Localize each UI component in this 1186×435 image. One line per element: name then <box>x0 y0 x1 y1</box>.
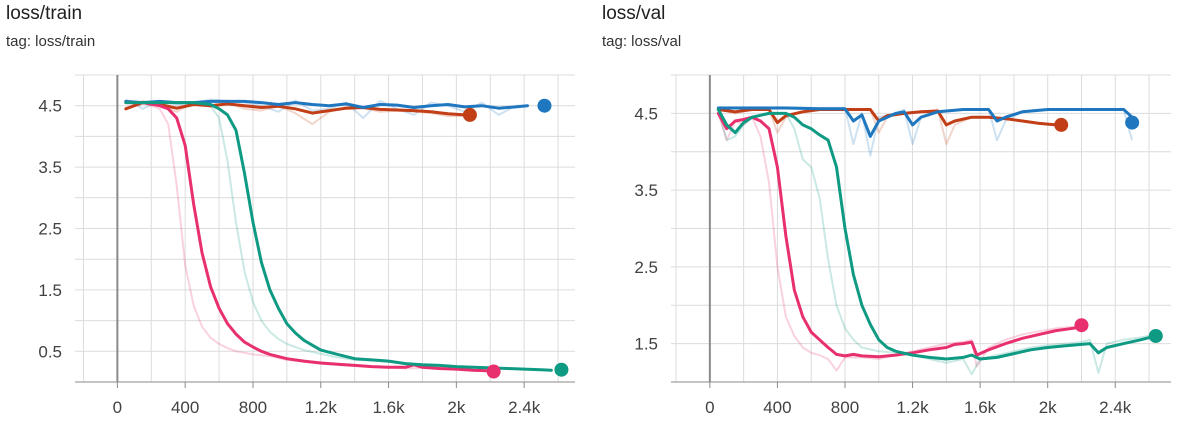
series-end-marker[interactable] <box>1148 328 1163 343</box>
x-tick-label: 800 <box>831 398 859 417</box>
series-end-marker[interactable] <box>1074 318 1089 333</box>
series-line[interactable] <box>124 101 492 373</box>
series-raw-line <box>717 109 1156 376</box>
x-tick-label: 1.2k <box>305 398 338 417</box>
chart-title: loss/train <box>6 3 83 24</box>
y-tick-label: 4.5 <box>634 104 658 123</box>
chart-tag-label: tag: loss/train <box>6 33 96 50</box>
series-end-marker[interactable] <box>537 98 552 113</box>
series-line[interactable] <box>716 108 1158 361</box>
series-line[interactable] <box>124 101 553 372</box>
y-tick-label: 2.5 <box>634 258 658 277</box>
series-end-marker[interactable] <box>1125 115 1140 130</box>
loss-train-chart[interactable]: 0 400 800 1.2k 1.6k 2k 2.4k 0.5 1.5 2.5 3.5 4.5 <box>0 0 590 435</box>
x-tick-label: 2.4k <box>508 398 541 417</box>
x-tick-label: 800 <box>239 398 267 417</box>
chart-title: loss/val <box>602 3 666 24</box>
grid <box>75 74 575 383</box>
x-tick-label: 0 <box>113 398 122 417</box>
y-tick-label: 0.5 <box>38 342 62 361</box>
y-tick-label: 4.5 <box>38 97 62 116</box>
series-end-marker[interactable] <box>486 364 501 379</box>
chart-tag-label: tag: loss/val <box>602 33 682 50</box>
loss-val-chart[interactable]: 0 400 800 1.2k 1.6k 2k 2.4k 1.5 2.5 3.5 4.5 <box>596 0 1186 435</box>
x-tick-label: 1.2k <box>896 398 929 417</box>
y-tick-label: 1.5 <box>38 281 62 300</box>
series-line[interactable] <box>716 106 1134 138</box>
x-tick-label: 400 <box>763 398 791 417</box>
series-end-marker[interactable] <box>1054 117 1069 132</box>
x-tick-label: 1.6k <box>372 398 405 417</box>
x-tick-label: 2k <box>1039 398 1057 417</box>
x-tick-label: 400 <box>171 398 199 417</box>
x-tick-label: 2k <box>447 398 465 417</box>
x-tick-label: 0 <box>705 398 714 417</box>
y-tick-label: 3.5 <box>634 181 658 200</box>
series-group <box>124 98 553 373</box>
series-line[interactable] <box>124 101 467 117</box>
loss-val-panel: loss/val tag: loss/val 0 400 800 1.2k 1.6k 2k… <box>596 0 1186 435</box>
series-raw-line <box>717 113 1082 372</box>
x-tick-label: 1.6k <box>964 398 997 417</box>
series-group <box>716 106 1158 376</box>
series-line[interactable] <box>716 111 1083 359</box>
y-tick-label: 3.5 <box>38 158 62 177</box>
series-end-marker[interactable] <box>554 362 569 377</box>
y-tick-label: 2.5 <box>38 220 62 239</box>
x-tick-label: 2.4k <box>1099 398 1132 417</box>
series-raw-line <box>125 101 491 372</box>
y-tick-label: 1.5 <box>634 335 658 354</box>
series-raw-line <box>125 101 552 372</box>
loss-train-panel: loss/train tag: loss/train 0 400 800 1.2k 1.… <box>0 0 590 435</box>
series-end-marker[interactable] <box>462 107 477 122</box>
